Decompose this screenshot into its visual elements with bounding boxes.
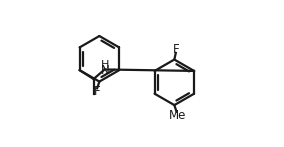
Text: H: H xyxy=(101,60,109,70)
Text: F: F xyxy=(173,43,179,56)
Text: Me: Me xyxy=(169,109,187,122)
Text: F: F xyxy=(93,85,100,98)
Text: N: N xyxy=(101,64,109,77)
